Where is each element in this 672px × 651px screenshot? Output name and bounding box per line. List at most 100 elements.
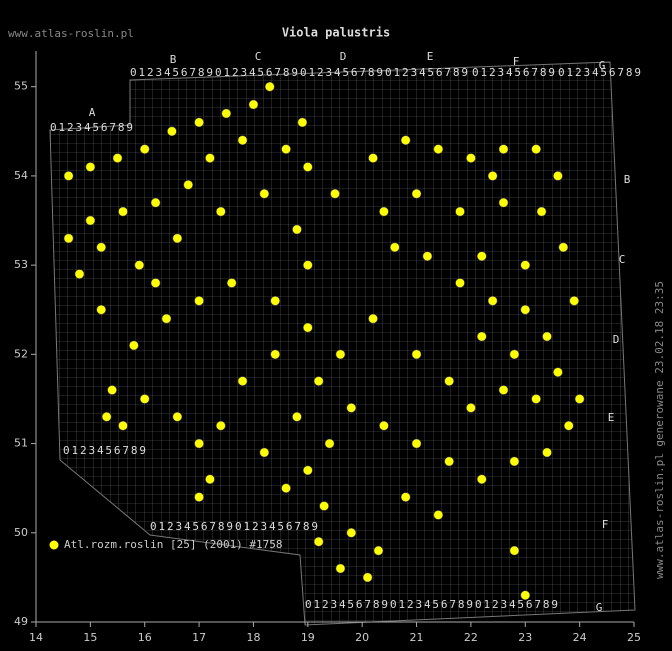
grid-letter: E [427, 50, 434, 63]
y-tick-label: 51 [14, 437, 28, 450]
occurrence-point [487, 296, 498, 306]
occurrence-point [564, 420, 574, 431]
occurrence-point [303, 322, 313, 333]
occurrence-point [259, 189, 270, 199]
occurrence-point [303, 162, 313, 172]
y-tick-label: 50 [14, 526, 28, 539]
occurrence-point [411, 189, 422, 199]
occurrence-point [400, 492, 411, 502]
grid-digits: 0123456789 [385, 66, 468, 79]
occurrence-point [444, 456, 454, 467]
occurrence-point [172, 233, 183, 244]
x-tick-label: 21 [410, 631, 424, 644]
occurrence-point [542, 331, 552, 342]
occurrence-point [150, 278, 161, 288]
occurrence-point [281, 483, 291, 493]
occurrence-point [373, 545, 384, 556]
occurrence-point [216, 206, 226, 217]
occurrence-point [558, 242, 569, 253]
grid-letter: C [619, 253, 626, 266]
x-tick-label: 22 [464, 631, 478, 644]
occurrence-point [96, 304, 106, 315]
occurrence-point [553, 171, 563, 181]
x-tick-label: 19 [301, 631, 315, 644]
occurrence-point [411, 349, 422, 360]
occurrence-point [167, 126, 177, 137]
occurrence-point [487, 171, 498, 181]
occurrence-point [205, 153, 215, 163]
grid-letter: D [613, 333, 620, 346]
occurrence-point [270, 296, 280, 306]
occurrence-point [226, 278, 237, 288]
x-tick-label: 17 [192, 631, 206, 644]
occurrence-point [319, 501, 329, 511]
grid-digits: 0123456789 [305, 598, 388, 611]
occurrence-point [335, 563, 346, 574]
occurrence-point [520, 590, 531, 600]
occurrence-point [259, 447, 270, 458]
occurrence-point [292, 412, 302, 422]
grid-digits: 0123456789 [300, 66, 383, 79]
occurrence-point [85, 215, 96, 226]
occurrence-point [112, 153, 123, 163]
y-tick-label: 52 [14, 347, 28, 360]
occurrence-point [205, 474, 215, 484]
occurrence-point [324, 438, 335, 449]
occurrence-point [101, 412, 112, 422]
grid-digits: 0123456789 [150, 520, 233, 533]
occurrence-point [139, 144, 150, 154]
occurrence-point [433, 144, 444, 154]
occurrence-point [520, 304, 531, 315]
occurrence-point [194, 438, 204, 449]
atlas-grid [49, 61, 636, 626]
grid-letter: G [599, 59, 606, 72]
occurrence-point [542, 447, 552, 458]
x-tick-label: 18 [246, 631, 260, 644]
occurrence-point [531, 394, 541, 404]
occurrence-point [221, 108, 232, 119]
occurrence-point [281, 144, 291, 154]
grid-letter: F [602, 518, 609, 531]
grid-digits: 0123456789 [558, 66, 641, 79]
legend-marker [49, 540, 59, 550]
grid-letter: G [596, 601, 603, 614]
y-tick-label: 55 [14, 80, 28, 93]
grid-digits: 0123456789 [130, 66, 213, 79]
occurrence-point [498, 144, 509, 154]
occurrence-point [362, 572, 373, 583]
grid-letter: B [170, 53, 177, 66]
x-tick-label: 15 [83, 631, 97, 644]
x-tick-label: 14 [29, 631, 43, 644]
occurrence-point [433, 510, 444, 520]
occurrence-point [270, 349, 280, 360]
generated-label: www.atlas-roslin.pl generowane 23.02.18 … [653, 281, 666, 579]
occurrence-point [444, 376, 454, 386]
occurrence-point [172, 412, 183, 422]
occurrence-point [129, 340, 139, 351]
x-tick-label: 20 [355, 631, 369, 644]
occurrence-point [455, 278, 465, 288]
occurrence-point [509, 349, 520, 360]
occurrence-point [498, 385, 509, 395]
occurrence-point [509, 456, 520, 467]
occurrence-point [265, 81, 275, 92]
grid-letter: B [624, 173, 631, 186]
occurrence-point [63, 233, 74, 244]
occurrence-point [346, 403, 357, 413]
grid-letter: D [340, 50, 347, 63]
occurrence-point [390, 242, 400, 253]
occurrence-point [107, 385, 117, 395]
occurrence-point [313, 536, 324, 547]
occurrence-point [194, 117, 204, 128]
occurrence-point [237, 135, 248, 145]
grid-digits: 0123456789 [50, 121, 133, 134]
occurrence-point [303, 465, 313, 476]
occurrence-point [379, 206, 389, 217]
occurrence-point [368, 153, 378, 163]
occurrence-point [536, 206, 547, 217]
occurrence-point [498, 197, 509, 208]
occurrence-point [531, 144, 541, 154]
grid-letter: E [608, 411, 615, 424]
x-tick-label: 24 [573, 631, 587, 644]
occurrence-point [85, 162, 96, 172]
